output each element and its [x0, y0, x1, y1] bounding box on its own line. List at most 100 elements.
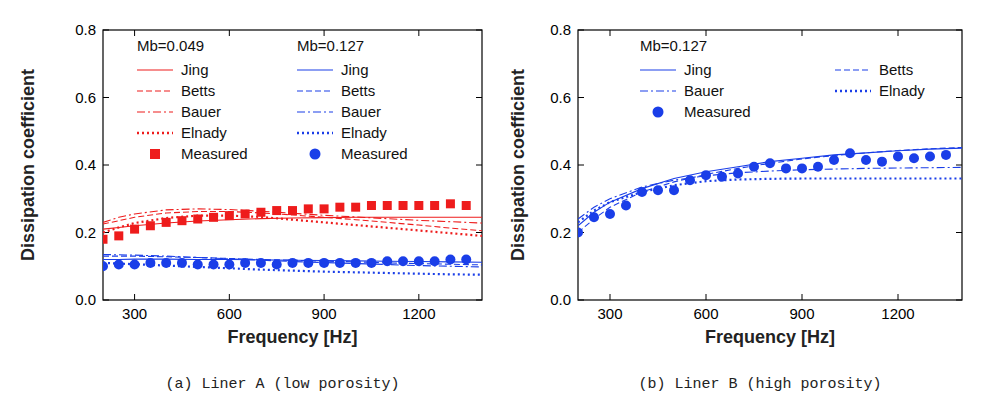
measured-point: [366, 258, 376, 268]
legend-symbol: [297, 69, 333, 70]
measured-point: [398, 256, 408, 266]
y-tick: [103, 97, 109, 98]
measured-point: [637, 187, 647, 197]
legend-symbol: [137, 132, 173, 134]
measured-point: [256, 258, 266, 268]
measured-point: [103, 261, 108, 271]
measured-point: [193, 260, 203, 270]
y-tick: [476, 97, 482, 98]
legend-header: Mb=0.127: [640, 37, 707, 54]
measured-point: [130, 260, 140, 270]
measured-point: [877, 157, 887, 167]
y-tick-label: 0.4: [75, 156, 96, 173]
legend-label: Betts: [341, 82, 375, 99]
measured-point: [161, 258, 171, 268]
measured-point: [225, 211, 234, 220]
measured-point: [893, 152, 903, 162]
x-tick-label: 900: [312, 305, 337, 322]
measured-point: [114, 231, 123, 240]
y-tick: [476, 232, 482, 233]
measured-point: [399, 201, 408, 210]
y-tick: [578, 97, 584, 98]
y-tick-label: 0.6: [550, 89, 571, 106]
y-tick-label: 0.6: [75, 89, 96, 106]
x-tick: [229, 30, 230, 36]
y-tick: [956, 30, 962, 31]
measured-point: [909, 153, 919, 163]
y-tick-label: 0.4: [550, 156, 571, 173]
x-tick: [134, 30, 135, 36]
measured-point: [145, 258, 155, 268]
legend-label: Elnady: [341, 124, 387, 141]
measured-point: [430, 201, 439, 210]
measured-point: [241, 209, 250, 218]
measured-point: [685, 175, 695, 185]
legend-label: Elnady: [181, 124, 227, 141]
measured-point: [162, 218, 171, 227]
legend-label: Elnady: [879, 82, 925, 99]
model-line: [578, 147, 962, 232]
legend-symbol: [297, 111, 333, 112]
measured-point: [320, 204, 329, 213]
y-tick: [476, 165, 482, 166]
measured-point: [446, 199, 455, 208]
caption: (b) Liner B (high porosity): [638, 376, 881, 393]
measured-point: [578, 228, 583, 238]
legend-label: Jing: [684, 61, 712, 78]
measured-point: [430, 256, 440, 266]
y-tick: [578, 300, 584, 301]
legend-symbol: [297, 90, 333, 91]
y-tick: [956, 165, 962, 166]
x-tick: [898, 294, 899, 300]
y-tick: [103, 165, 109, 166]
measured-point: [781, 163, 791, 173]
x-tick: [324, 294, 325, 300]
y-tick-label: 0.0: [75, 291, 96, 308]
y-tick: [956, 232, 962, 233]
measured-point: [288, 206, 297, 215]
x-tick-label: 300: [597, 305, 622, 322]
model-line: [578, 179, 962, 223]
legend-symbol: [150, 149, 160, 159]
y-tick: [956, 97, 962, 98]
legend-symbol: [137, 111, 173, 112]
y-tick-label: 0.2: [550, 224, 571, 241]
measured-point: [925, 152, 935, 162]
measured-point: [209, 213, 218, 222]
x-tick: [229, 294, 230, 300]
x-tick: [898, 30, 899, 36]
measured-point: [813, 162, 823, 172]
x-tick: [802, 30, 803, 36]
measured-point: [383, 201, 392, 210]
x-tick: [610, 30, 611, 36]
measured-point: [749, 162, 759, 172]
figure: 30060090012000.00.20.40.60.8Frequency [H…: [0, 0, 985, 408]
measured-point: [130, 225, 139, 234]
legend-symbol: [310, 149, 321, 160]
x-tick-label: 300: [122, 305, 147, 322]
measured-point: [621, 201, 631, 211]
caption: (a) Liner A (low porosity): [165, 376, 399, 393]
measured-point: [288, 258, 298, 268]
y-axis-title: Dissipation coefficient: [508, 69, 528, 261]
measured-point: [941, 150, 951, 160]
y-tick-label: 0.0: [550, 291, 571, 308]
measured-point: [177, 258, 187, 268]
y-tick: [578, 30, 584, 31]
measured-point: [861, 155, 871, 165]
legend-symbol: [137, 90, 173, 91]
legend-label: Bauer: [684, 82, 724, 99]
legend-label: Measured: [341, 145, 408, 162]
x-tick-label: 1200: [402, 305, 435, 322]
measured-point: [272, 206, 281, 215]
y-tick: [103, 300, 109, 301]
y-tick-label: 0.8: [75, 21, 96, 38]
y-tick: [103, 30, 109, 31]
x-tick: [802, 294, 803, 300]
legend-label: Betts: [181, 82, 215, 99]
y-tick: [476, 30, 482, 31]
measured-point: [845, 148, 855, 158]
x-tick: [134, 294, 135, 300]
legend-label: Jing: [341, 61, 369, 78]
measured-point: [733, 168, 743, 178]
